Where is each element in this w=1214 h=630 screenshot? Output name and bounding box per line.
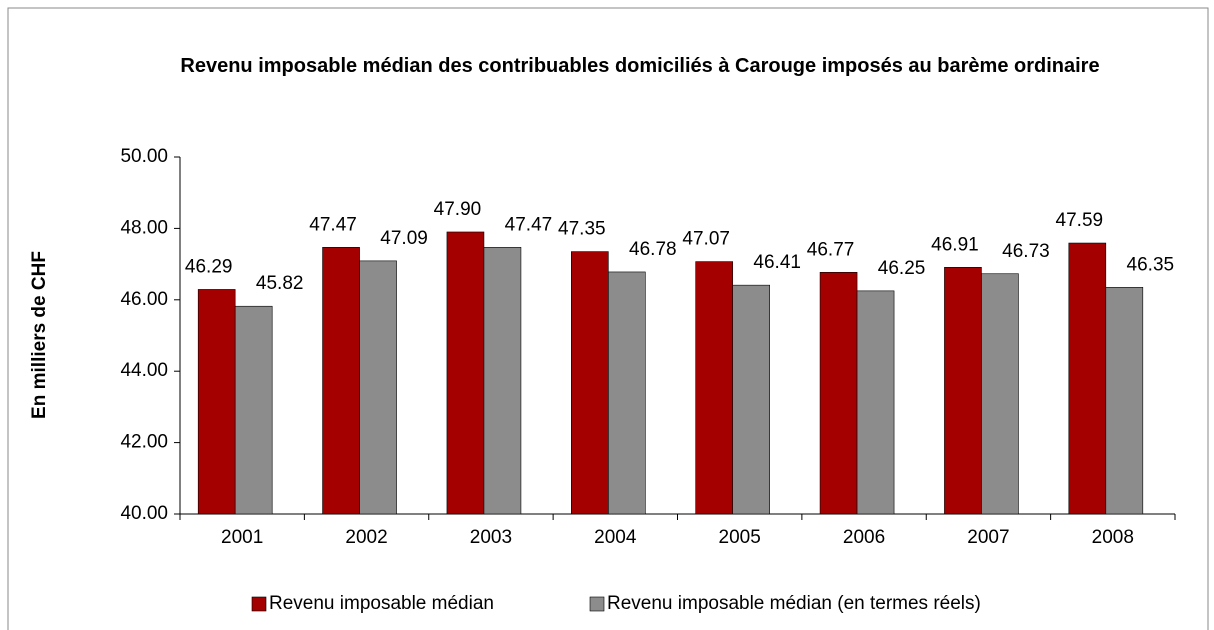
bar bbox=[695, 261, 733, 515]
y-tick-label: 46.00 bbox=[120, 289, 168, 310]
x-tick-label: 2003 bbox=[470, 527, 512, 548]
bar bbox=[981, 273, 1019, 515]
data-label: 46.77 bbox=[807, 239, 855, 260]
y-axis-label: En milliers de CHF bbox=[29, 251, 50, 419]
bar bbox=[856, 290, 895, 515]
bar bbox=[322, 247, 360, 515]
x-tick-label: 2001 bbox=[221, 527, 263, 548]
x-tick-label: 2005 bbox=[719, 527, 761, 548]
y-tick-label: 48.00 bbox=[120, 217, 168, 238]
data-label: 46.73 bbox=[1002, 241, 1050, 262]
data-label: 47.09 bbox=[380, 228, 428, 249]
y-tick-label: 44.00 bbox=[120, 360, 168, 381]
data-label: 46.91 bbox=[931, 234, 979, 255]
data-label: 46.41 bbox=[753, 252, 801, 273]
bar bbox=[1068, 242, 1107, 515]
chart-border bbox=[7, 7, 1209, 630]
data-label: 47.47 bbox=[505, 214, 553, 235]
y-tick-label: 40.00 bbox=[120, 503, 168, 524]
bar bbox=[1105, 287, 1144, 515]
x-tick-label: 2007 bbox=[967, 527, 1009, 548]
bar bbox=[234, 305, 273, 515]
bar bbox=[359, 260, 397, 515]
y-tick-label: 42.00 bbox=[120, 432, 168, 453]
bar bbox=[944, 267, 982, 515]
legend-label: Revenu imposable médian (en termes réels… bbox=[607, 593, 981, 614]
y-tick-label: 50.00 bbox=[120, 146, 168, 167]
bar bbox=[197, 289, 236, 515]
bar bbox=[819, 272, 858, 515]
bar bbox=[483, 247, 522, 515]
chart-title: Revenu imposable médian des contribuable… bbox=[180, 55, 1100, 77]
data-label: 47.90 bbox=[434, 199, 482, 220]
data-label: 47.35 bbox=[558, 219, 606, 240]
data-label: 46.78 bbox=[629, 239, 677, 260]
bar bbox=[732, 284, 770, 515]
x-tick-label: 2004 bbox=[594, 527, 637, 548]
legend-label: Revenu imposable médian bbox=[269, 593, 494, 614]
x-tick-label: 2002 bbox=[345, 527, 387, 548]
data-label: 46.29 bbox=[185, 256, 233, 277]
data-label: 47.07 bbox=[682, 229, 730, 250]
legend-swatch bbox=[251, 596, 267, 612]
bar bbox=[571, 251, 609, 515]
data-label: 47.47 bbox=[309, 214, 357, 235]
data-label: 47.59 bbox=[1056, 210, 1104, 231]
bar bbox=[446, 231, 485, 515]
bar bbox=[608, 271, 646, 515]
x-tick-label: 2008 bbox=[1092, 527, 1134, 548]
x-tick-label: 2006 bbox=[843, 527, 885, 548]
data-label: 46.35 bbox=[1127, 254, 1175, 275]
data-label: 45.82 bbox=[256, 273, 304, 294]
data-label: 46.25 bbox=[878, 258, 926, 279]
legend-swatch bbox=[589, 596, 605, 612]
